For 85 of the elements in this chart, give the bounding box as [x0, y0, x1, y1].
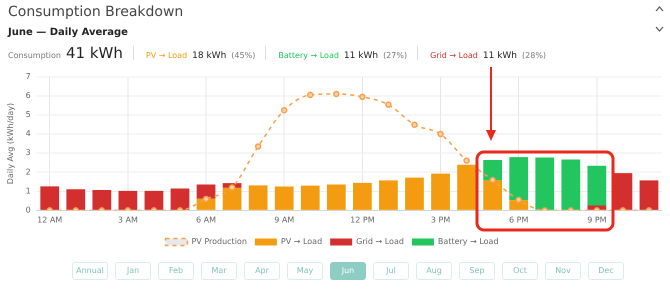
- x-tick-label: 3 AM: [118, 215, 138, 224]
- text: 11 kWh: [482, 51, 518, 61]
- bar: [587, 166, 606, 206]
- bar: [222, 188, 242, 210]
- bar: [352, 182, 372, 210]
- legend-label: Battery → Load: [438, 237, 499, 246]
- bar: [326, 184, 346, 210]
- y-tick-label: 3: [26, 148, 31, 158]
- text: Feb: [158, 262, 194, 280]
- text: Jan: [115, 262, 151, 280]
- point: [385, 101, 392, 108]
- bar: [509, 157, 528, 200]
- text: Mar: [201, 262, 237, 280]
- x-tick-label: 12 PM: [350, 215, 375, 224]
- y-tick-label: 4: [26, 129, 31, 138]
- text: 18 kWh: [192, 51, 226, 61]
- legend-label: PV → Load: [280, 237, 322, 246]
- legend-label: Grid → Load: [356, 237, 404, 246]
- text: Grid → Load: [430, 51, 478, 60]
- bar: [535, 158, 554, 210]
- bar: [248, 185, 268, 210]
- bar: [92, 190, 112, 210]
- text: Sep: [459, 262, 495, 280]
- y-tick-label: 7: [26, 72, 31, 81]
- point: [359, 94, 366, 100]
- point: [202, 196, 210, 202]
- bar: [431, 174, 450, 210]
- text: 41 kWh: [66, 44, 123, 62]
- point: [280, 106, 288, 114]
- x-tick-label: 12 AM: [37, 215, 62, 224]
- x-tick-label: 9 PM: [587, 215, 607, 224]
- chart-subtitle: June — Daily Average: [8, 27, 128, 38]
- text: Apr: [244, 262, 280, 280]
- y-tick-label: 1: [26, 186, 31, 196]
- text: PV → Load: [146, 51, 188, 60]
- text: Nov: [545, 262, 581, 280]
- point: [254, 143, 262, 150]
- text: (27%): [383, 51, 408, 60]
- bar: [196, 184, 216, 199]
- x-tick-label: 6 AM: [196, 215, 216, 224]
- point: [333, 90, 340, 98]
- bar: [66, 189, 86, 210]
- bar: [483, 160, 502, 180]
- point: [489, 176, 496, 184]
- chart-title: Consumption Breakdown: [8, 4, 184, 20]
- x-tick-label: 9 AM: [274, 215, 294, 224]
- text: Annual: [72, 262, 108, 280]
- bar: [300, 186, 320, 210]
- point: [437, 130, 444, 138]
- y-axis-title: Daily Avg (kWh/day): [6, 102, 15, 184]
- bar: [274, 186, 294, 210]
- bar: [640, 180, 658, 210]
- point: [463, 157, 470, 164]
- text: Oct: [502, 262, 538, 280]
- text: Consumption: [8, 51, 61, 60]
- bar: [40, 186, 60, 210]
- bar: [379, 180, 398, 210]
- text: Dec: [588, 262, 624, 280]
- text: 11 kWh: [344, 51, 378, 61]
- bar: [118, 190, 138, 210]
- y-tick-label: 0: [26, 205, 31, 214]
- text: Aug: [416, 262, 452, 280]
- bar: [457, 164, 476, 210]
- bar: [614, 173, 632, 210]
- y-tick-label: 5: [26, 110, 31, 120]
- text: (28%): [522, 51, 546, 60]
- text: Jun: [330, 262, 366, 280]
- text: May: [287, 262, 323, 280]
- text: Battery → Load: [278, 51, 339, 60]
- x-tick-label: 3 PM: [430, 215, 450, 224]
- bar: [144, 190, 164, 210]
- point: [411, 121, 418, 128]
- point: [307, 92, 314, 98]
- point: [228, 184, 236, 191]
- y-tick-label: 6: [26, 90, 31, 100]
- bar: [170, 188, 190, 210]
- point: [515, 196, 522, 204]
- bar: [561, 159, 580, 210]
- legend-label: PV Production: [191, 237, 247, 246]
- bar: [405, 178, 424, 210]
- y-tick-label: 2: [26, 167, 31, 176]
- bar: [483, 180, 502, 210]
- x-tick-label: 6 PM: [509, 215, 528, 224]
- text: Jul: [373, 262, 409, 280]
- text: (45%): [231, 51, 256, 60]
